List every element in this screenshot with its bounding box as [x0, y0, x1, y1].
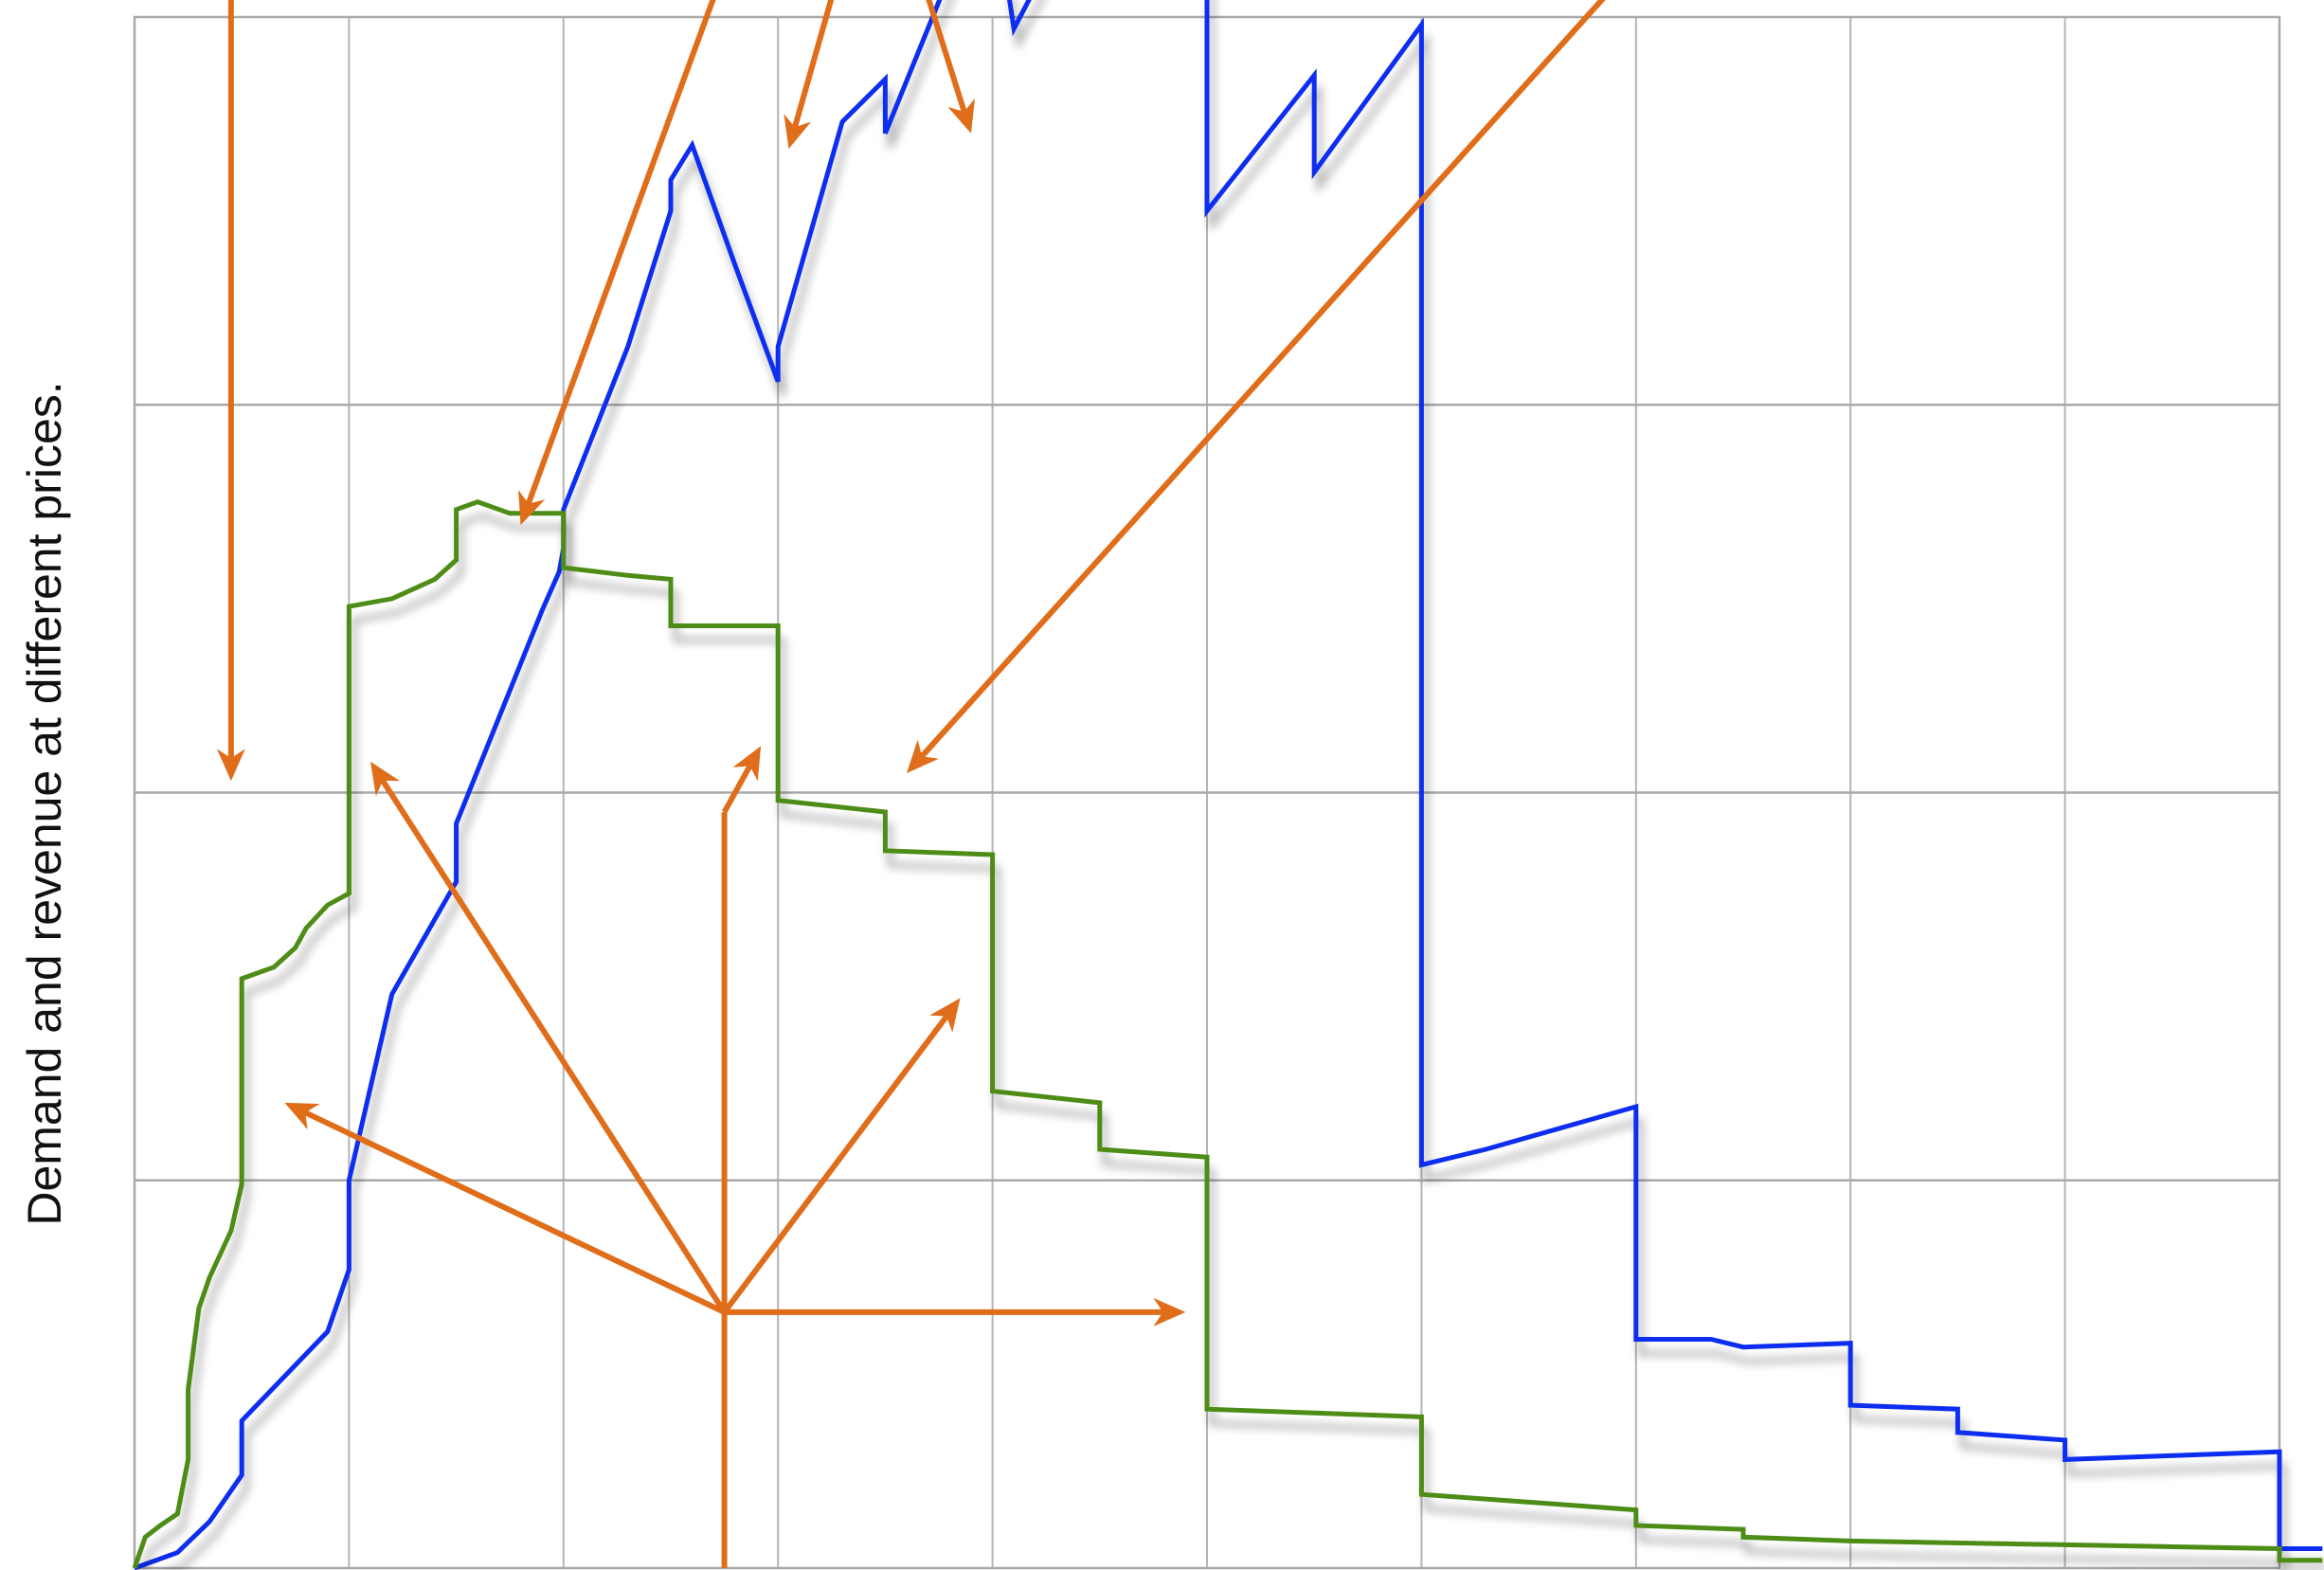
arrow-shaft — [303, 1110, 726, 1315]
arrow-shaft — [792, 0, 835, 128]
annotation-arrow-10 — [721, 746, 762, 814]
arrow-shaft — [926, 0, 967, 113]
annotation-arrow-11 — [722, 998, 961, 1314]
arrow-shaft — [525, 0, 716, 505]
series-layer — [132, 0, 2323, 1570]
arrow-shaft — [721, 764, 753, 814]
series-line-1 — [134, 0, 2323, 1570]
annotation-arrow-6 — [284, 1102, 726, 1315]
arrow-head — [284, 1102, 320, 1130]
annotation-arrow-12 — [724, 1297, 1186, 1326]
annotation-arrows — [216, 0, 1606, 1568]
arrow-head — [929, 998, 961, 1033]
arrow-shaft — [722, 1014, 949, 1314]
arrow-head — [947, 98, 975, 134]
arrow-head — [784, 114, 812, 150]
arrow-shaft — [380, 779, 728, 1314]
annotation-arrow-3 — [784, 0, 835, 150]
arrow-head — [1153, 1297, 1186, 1326]
annotation-arrow-4 — [926, 0, 975, 134]
series-line-2 — [132, 498, 2323, 1569]
arrow-head — [518, 490, 546, 526]
annotation-arrow-5 — [907, 0, 1606, 773]
arrow-head — [907, 739, 939, 773]
arrow-shaft — [919, 0, 1606, 759]
arrow-head — [370, 761, 400, 797]
y-axis-label: Demand and revenue at different prices. — [18, 381, 71, 1225]
annotation-arrow-7 — [370, 761, 728, 1314]
annotation-arrow-2 — [518, 0, 716, 526]
arrow-head — [732, 746, 762, 782]
annotation-arrow-1 — [216, 0, 245, 782]
arrow-head — [216, 749, 245, 782]
